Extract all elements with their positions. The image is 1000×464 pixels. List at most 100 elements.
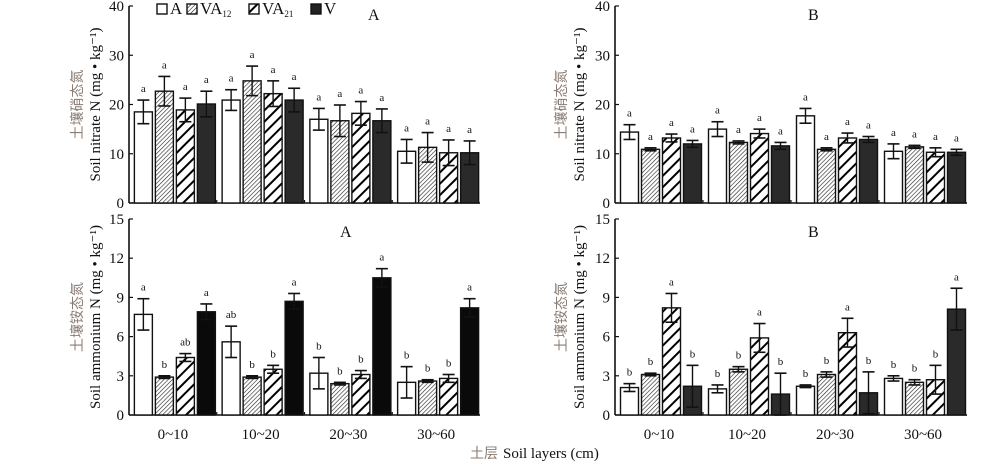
legend: A VA12 VA21 V bbox=[156, 0, 337, 19]
bar-va12 bbox=[242, 376, 262, 416]
bar-va12 bbox=[154, 90, 175, 204]
error-bar bbox=[200, 90, 213, 118]
legend-swatch bbox=[310, 3, 322, 15]
error-bar bbox=[820, 147, 833, 152]
significance-letter: a bbox=[292, 276, 297, 288]
bar-v bbox=[682, 143, 703, 204]
error-bar bbox=[312, 356, 325, 390]
error-bar bbox=[665, 292, 678, 324]
significance-letter: a bbox=[627, 108, 632, 120]
significance-letter: a bbox=[183, 81, 188, 93]
significance-letter: b bbox=[270, 348, 276, 360]
bar-v bbox=[459, 307, 480, 416]
significance-letter: a bbox=[669, 117, 674, 129]
significance-letter: ab bbox=[226, 309, 237, 321]
significance-letter: b bbox=[690, 348, 696, 360]
bar-va21 bbox=[351, 373, 371, 416]
bar-va21 bbox=[661, 137, 682, 204]
bar-va21 bbox=[175, 356, 196, 416]
significance-letter: b bbox=[358, 354, 364, 366]
legend-label: VA12 bbox=[200, 0, 231, 19]
significance-letter: a bbox=[162, 59, 167, 71]
error-bar bbox=[950, 287, 963, 331]
error-bar bbox=[333, 381, 346, 386]
legend-swatch bbox=[156, 3, 168, 15]
significance-letter: a bbox=[204, 287, 209, 299]
error-bar bbox=[354, 100, 367, 126]
significance-letter: a bbox=[204, 74, 209, 86]
significance-letter: a bbox=[358, 85, 363, 97]
error-bar bbox=[421, 131, 434, 163]
y-tick-label: 40 bbox=[109, 0, 124, 15]
error-bar bbox=[665, 133, 678, 143]
significance-letter: b bbox=[912, 363, 918, 375]
legend-item-a: A bbox=[156, 0, 183, 18]
bar-v bbox=[196, 311, 217, 416]
error-bar bbox=[158, 75, 171, 107]
bar-a bbox=[795, 385, 816, 416]
error-bar bbox=[950, 148, 963, 157]
error-bar bbox=[333, 104, 346, 138]
x-axis-label-en: Soil layers (cm) bbox=[503, 446, 599, 462]
bar-v bbox=[946, 151, 967, 204]
significance-letter: a bbox=[425, 116, 430, 128]
significance-letter: a bbox=[446, 123, 451, 135]
significance-letter: a bbox=[715, 105, 720, 117]
error-bar bbox=[841, 317, 854, 348]
error-bar bbox=[137, 297, 150, 331]
y-axis-label: 土壤硝态氮 Soil nitrate N (mg • kg⁻¹) bbox=[553, 28, 588, 182]
significance-letter: b bbox=[162, 359, 168, 371]
legend-item-va21: VA21 bbox=[248, 0, 293, 19]
bar-a bbox=[795, 115, 816, 204]
significance-letter: a bbox=[669, 276, 674, 288]
error-bar bbox=[225, 325, 238, 359]
error-bar bbox=[246, 65, 259, 97]
significance-letter: a bbox=[467, 124, 472, 136]
significance-letter: b bbox=[648, 356, 654, 368]
error-bar bbox=[179, 352, 192, 363]
error-bar bbox=[753, 128, 766, 139]
significance-letter: a bbox=[824, 131, 829, 143]
significance-letter: b bbox=[715, 368, 721, 380]
y-tick-label: 10 bbox=[109, 147, 124, 163]
y-tick-label: 15 bbox=[595, 212, 610, 228]
bar-va12 bbox=[640, 148, 661, 204]
y-axis-label-cn: 土壤铵态氮 bbox=[69, 282, 86, 352]
significance-letter: a bbox=[141, 83, 146, 95]
bar-va12 bbox=[728, 141, 749, 204]
legend-item-va12: VA12 bbox=[186, 0, 231, 19]
x-axis-label-cn: 土层 bbox=[470, 446, 498, 462]
bar-v bbox=[858, 138, 879, 204]
significance-letter: b bbox=[337, 365, 343, 377]
significance-letter: a bbox=[250, 49, 255, 61]
significance-letter: a bbox=[141, 282, 146, 294]
error-bar bbox=[442, 373, 455, 384]
error-bar bbox=[421, 378, 434, 384]
bar-va12 bbox=[640, 373, 661, 416]
bar-va12 bbox=[728, 368, 749, 416]
error-bar bbox=[908, 144, 921, 150]
error-bar bbox=[929, 364, 942, 395]
significance-letter: a bbox=[803, 91, 808, 103]
x-tick-label: 0~10 bbox=[158, 427, 189, 443]
bar-va21 bbox=[263, 92, 283, 204]
error-bar bbox=[200, 303, 213, 321]
error-bar bbox=[179, 97, 192, 123]
legend-item-v: V bbox=[310, 0, 337, 18]
bar-v bbox=[770, 145, 791, 204]
y-tick-label: 12 bbox=[109, 251, 124, 267]
y-tick-label: 0 bbox=[117, 196, 125, 212]
y-axis-label-en: Soil nitrate N (mg • kg⁻¹) bbox=[88, 28, 104, 182]
bar-v bbox=[284, 99, 304, 204]
significance-letter: b bbox=[446, 357, 452, 369]
y-tick-label: 6 bbox=[603, 330, 611, 346]
error-bar bbox=[644, 147, 657, 152]
bar-a bbox=[619, 131, 640, 204]
bar-va21 bbox=[837, 137, 858, 204]
panel-bottom-left: 0 3 6 9 12 15 土壤铵态氮 Soil ammonium N (mg • kg⁻¹)… bbox=[69, 212, 480, 443]
y-tick-label: 30 bbox=[109, 48, 124, 64]
bar-va12 bbox=[904, 381, 925, 416]
error-bar bbox=[887, 143, 900, 160]
x-tick-label: 10~20 bbox=[242, 427, 280, 443]
error-bar bbox=[929, 147, 942, 158]
